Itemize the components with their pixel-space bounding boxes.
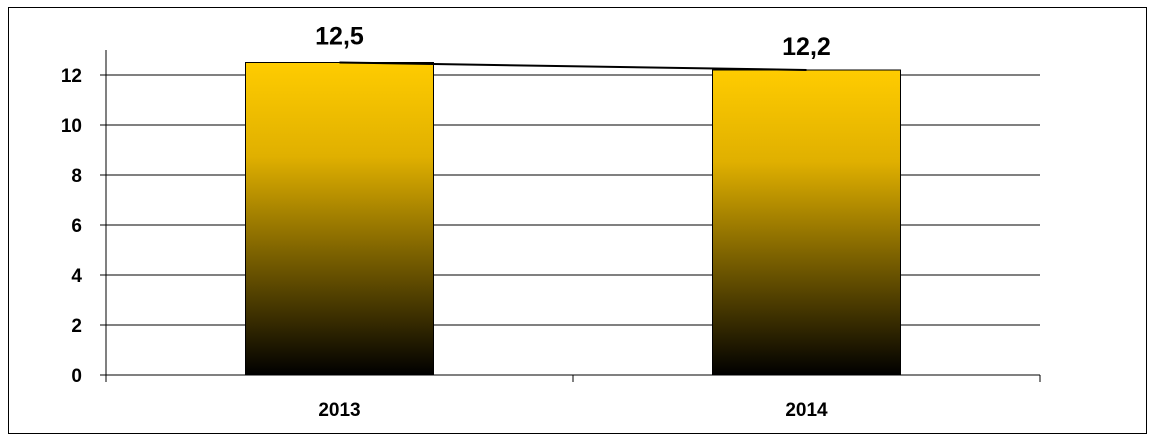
y-tick-label-10: 10	[61, 116, 82, 137]
chart-frame	[8, 7, 1147, 434]
trend-line	[339, 61, 807, 71]
x-tick-label-2013: 2013	[318, 400, 360, 421]
y-tick-labels: 0 2 4 6 8 10 12	[61, 66, 83, 387]
y-tick-label-12: 12	[61, 66, 82, 87]
axes	[100, 50, 1041, 382]
y-tick-label-6: 6	[71, 216, 82, 237]
bar-2013	[245, 62, 434, 376]
bar-2014	[712, 69, 901, 376]
data-labels: 12,5 12,2	[315, 23, 831, 62]
x-tick-labels: 2013 2014	[318, 400, 828, 421]
y-tick-label-2: 2	[71, 316, 82, 337]
trend-line-group	[339, 61, 807, 71]
bars	[245, 62, 901, 376]
x-tick-label-2014: 2014	[785, 400, 828, 421]
data-label-2014: 12,2	[782, 33, 831, 61]
y-tick-label-4: 4	[71, 266, 82, 287]
y-tick-label-8: 8	[71, 166, 82, 187]
y-tick-label-0: 0	[71, 366, 82, 387]
data-label-2013: 12,5	[315, 23, 364, 51]
